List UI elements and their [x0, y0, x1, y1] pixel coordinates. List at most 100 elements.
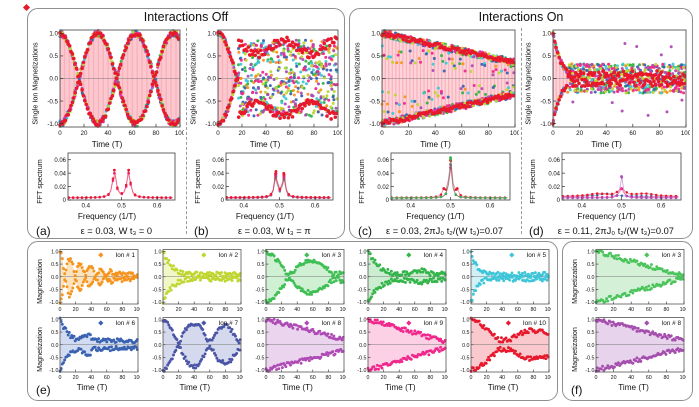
fft-plot-a: FFT spectrum 0 0.02 0.04 0.06 0.4 0.5 0.6: [34, 150, 180, 212]
x-axis-label-time: Time (T): [420, 140, 451, 149]
svg-text:40: 40: [432, 130, 439, 137]
time-chart-d: 1.0 0.5 0.0 -0.5 -1.0 0 20 40 60 80 100: [533, 26, 692, 140]
x-axis-label-time: Time (T): [91, 140, 123, 149]
ion-panel-5: 1.00.50.0-0.5-1.0020406080100Ion # 5: [455, 247, 551, 315]
svg-text:0.0: 0.0: [51, 343, 58, 349]
svg-text:0: 0: [385, 198, 389, 204]
svg-text:Ion # 2: Ion # 2: [218, 252, 238, 259]
svg-text:0.5: 0.5: [207, 53, 216, 60]
y-axis-label-magnetizations: Single Ion Magnetizations: [188, 41, 198, 125]
svg-text:0.0: 0.0: [207, 76, 216, 83]
svg-text:0.5: 0.5: [617, 203, 626, 210]
svg-text:40: 40: [88, 307, 94, 313]
svg-text:1.0: 1.0: [542, 31, 551, 38]
y-axis-label-magnetizations: Single Ion Magnetizations: [30, 41, 40, 125]
svg-text:-1.0: -1.0: [47, 121, 58, 128]
ion-chart-8: 1.00.50.0-0.5-1.0020406080100Ion # 8: [585, 317, 686, 381]
svg-text:0.06: 0.06: [212, 158, 224, 164]
svg-text:Ion # 1: Ion # 1: [115, 252, 135, 259]
svg-text:60: 60: [458, 130, 465, 137]
panel-group-interactions-off: Interactions Off Single Ion Magnetizatio…: [27, 8, 345, 239]
panel-letter-f: (f): [571, 383, 583, 397]
time-plot-b: Single Ion Magnetizations 1.0 0.5 0.0 -0.5 -…: [188, 26, 344, 140]
svg-text:0: 0: [221, 198, 225, 204]
svg-text:1.0: 1.0: [154, 249, 161, 255]
svg-text:80: 80: [222, 307, 228, 313]
svg-text:0.0: 0.0: [542, 76, 551, 83]
svg-text:-1.0: -1.0: [369, 121, 380, 128]
time-chart-a: 1.0 0.5 0.0 -0.5 -1.0 0 20 40 60 80 100: [40, 26, 186, 140]
svg-text:-0.5: -0.5: [152, 355, 161, 361]
svg-text:80: 80: [119, 307, 125, 313]
svg-text:0.6: 0.6: [656, 203, 665, 210]
ion-grid: Magnetization 1.0 0.5 0.0 -0.5 -1.0 0 20 40 60 80 1…: [28, 242, 557, 394]
svg-text:80: 80: [153, 130, 160, 137]
x-axis-label-frequency: Frequency (1/T): [577, 212, 636, 221]
svg-text:1.0: 1.0: [51, 249, 58, 255]
time-plot-a: Single Ion Magnetizations 1.0 0.5 0.0 -0.5 -…: [30, 26, 186, 140]
svg-text:0.0: 0.0: [154, 275, 161, 281]
x-axis-label-frequency: Frequency (1/T): [77, 212, 137, 221]
fft-chart-d: 0 0.02 0.04 0.06 0.4 0.5 0.6: [538, 150, 686, 212]
svg-text:0.4: 0.4: [240, 203, 249, 210]
x-axis-label-time: Time (T): [384, 383, 416, 392]
y-axis-label-magnetization: Magnetization: [570, 326, 579, 372]
panel-a: Single Ion Magnetizations 1.0 0.5 0.0 -0.5 -…: [28, 26, 186, 238]
ion-chart-3: 1.00.50.0-0.5-1.0020406080100Ion # 3: [585, 249, 686, 313]
svg-text:-0.5: -0.5: [152, 287, 161, 293]
svg-text:-1.0: -1.0: [49, 300, 58, 306]
x-axis-label-frequency: Frequency (1/T): [406, 212, 465, 221]
x-axis-label-time: Time (T): [591, 140, 622, 149]
x-axis-label-time: Time (T): [618, 383, 649, 392]
ion-chart-3: 1.00.50.0-0.5-1.0020406080100Ion # 3: [255, 249, 346, 313]
x-axis-label-frequency: Frequency (1/T): [235, 212, 295, 221]
title-interactions-off: Interactions Off: [143, 10, 229, 24]
svg-text:0.02: 0.02: [548, 185, 560, 191]
svg-text:20: 20: [239, 130, 246, 137]
dashed-divider: [521, 28, 522, 234]
ion-pair: Magnetization 1.0 0.5 0.0 -0.5 -1.0 0 20 40 60 80 1…: [563, 242, 692, 394]
title-interactions-on: Interactions On: [478, 10, 564, 24]
x-axis-label-time: Time (T): [249, 140, 281, 149]
ion-panel-4: 1.00.50.0-0.5-1.0020406080100Ion # 4: [352, 247, 448, 315]
svg-text:0.5: 0.5: [49, 53, 58, 60]
ion-column-2: 1.00.50.0-0.5-1.0020406080100Ion # 21.00…: [147, 247, 243, 394]
panel-letter-e: (e): [36, 383, 51, 397]
svg-text:60: 60: [129, 130, 136, 137]
dashed-divider: [186, 28, 187, 234]
y-axis-label-fft: FFT spectrum: [528, 158, 538, 204]
ion-chart-8: 1.00.50.0-0.5-1.0020406080100Ion # 8: [255, 317, 346, 381]
ion-chart-2: 1.0 0.5 0.0 -0.5 -1.00 20 40 60 80 100 Ion # 2: [152, 249, 243, 313]
ion-panel-1: Magnetization 1.0 0.5 0.0 -0.5 -1.0 0 20 40 60 80 1…: [34, 247, 140, 315]
svg-text:20: 20: [175, 307, 181, 313]
x-axis-label-time: Time (T): [487, 383, 519, 392]
svg-text:80: 80: [485, 130, 492, 137]
time-plot-c: Single Ion Magnetizations 1.0 0.5 0.0 -0.5 -…: [352, 26, 521, 140]
svg-text:100: 100: [681, 130, 690, 137]
svg-text:100: 100: [134, 307, 140, 313]
svg-text:60: 60: [207, 375, 213, 381]
svg-text:0: 0: [161, 375, 164, 381]
y-axis-label-fft: FFT spectrum: [34, 158, 44, 204]
y-axis-label-magnetization: Magnetization: [34, 326, 44, 372]
svg-text:20: 20: [81, 130, 88, 137]
svg-text:1.0: 1.0: [154, 317, 161, 323]
ion-panel-9: 1.00.50.0-0.5-1.0020406080100Ion # 9: [352, 315, 448, 383]
svg-text:0.6: 0.6: [153, 203, 162, 210]
panel-letter-d: (d): [529, 223, 544, 238]
svg-text:100: 100: [333, 130, 342, 137]
svg-text:Ion # 7: Ion # 7: [218, 320, 238, 327]
svg-text:20: 20: [175, 375, 181, 381]
svg-text:0.6: 0.6: [485, 203, 494, 210]
svg-text:-0.5: -0.5: [49, 355, 58, 361]
panel-letter-b: (b): [194, 223, 209, 238]
ion-panel-f-3: Magnetization 1.0 0.5 0.0 -0.5 -1.0 0 20 40 60 80 1…: [570, 247, 686, 315]
svg-text:0: 0: [380, 130, 384, 137]
svg-text:0.5: 0.5: [371, 53, 380, 60]
time-plot-d: Single Ion Magnetizations 1.0 0.5 0.0 -0.5 -…: [523, 26, 692, 140]
svg-text:-0.5: -0.5: [205, 98, 216, 105]
x-axis-label-time: Time (T): [76, 383, 108, 392]
ion-panel-2: 1.0 0.5 0.0 -0.5 -1.00 20 40 60 80 100 Ion # 2: [147, 247, 243, 315]
ion-chart-1: 1.0 0.5 0.0 -0.5 -1.00 20 40 60 80 100 Ion # 1: [49, 249, 140, 313]
